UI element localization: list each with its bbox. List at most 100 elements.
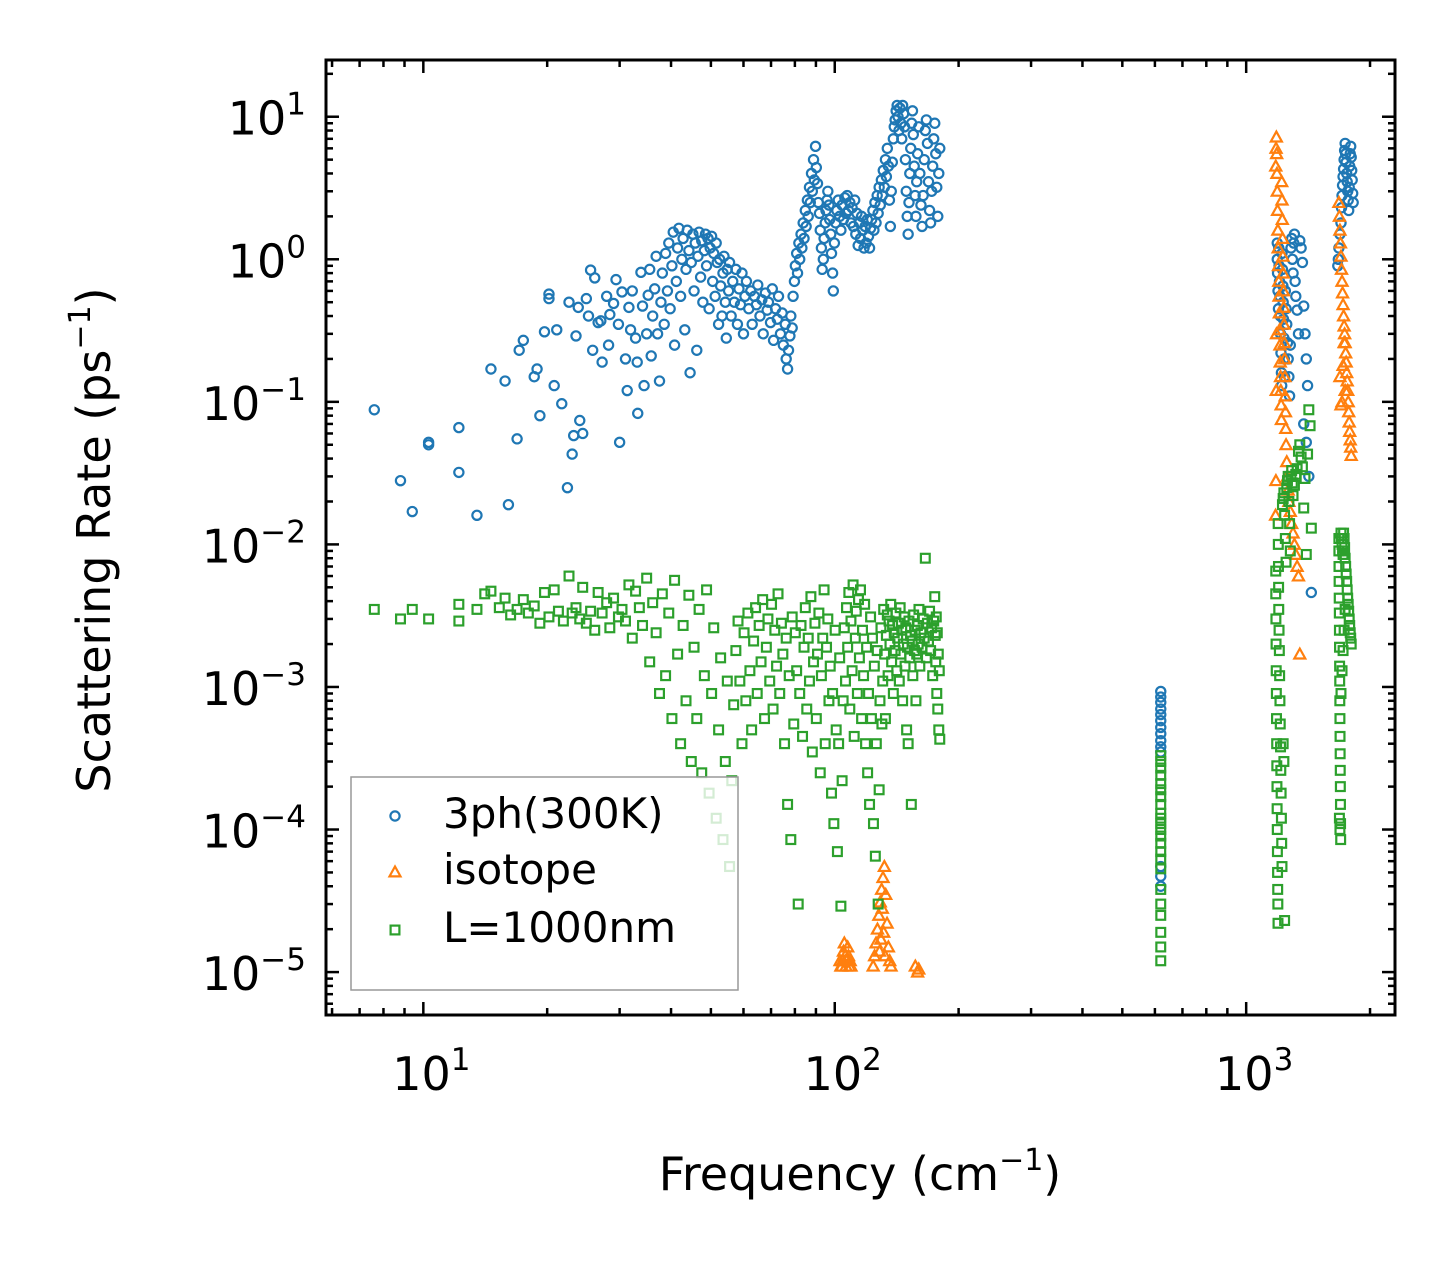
data-point: [933, 665, 945, 677]
data-point: [771, 660, 783, 672]
data-point: [368, 603, 380, 615]
data-point: [766, 598, 778, 610]
x-tick-label-base: 10: [392, 1047, 451, 1101]
data-point: [828, 818, 840, 830]
data-point: [750, 602, 762, 614]
data-point: [1345, 151, 1357, 163]
data-point: [595, 315, 607, 327]
data-point: [931, 181, 943, 193]
data-point: [910, 695, 922, 707]
data-point: [1270, 240, 1286, 254]
data-point: [1345, 632, 1357, 644]
data-point: [891, 99, 903, 112]
data-point: [548, 379, 560, 392]
data-point: [1275, 248, 1291, 262]
data-point: [1335, 285, 1350, 299]
data-point: [1279, 533, 1291, 545]
data-point: [842, 953, 858, 967]
data-point: [602, 339, 615, 351]
data-point: [570, 330, 582, 342]
data-point: [1332, 222, 1348, 236]
data-point: [714, 280, 727, 292]
data-point: [806, 185, 819, 197]
data-point: [1278, 756, 1290, 768]
data-point: [1273, 624, 1285, 636]
data-point: [629, 332, 642, 344]
y-tick-label: 10−2: [202, 514, 306, 573]
data-point: [893, 675, 905, 687]
data-point: [691, 344, 703, 356]
data-point: [812, 648, 824, 660]
legend: 3ph(300K) isotope L=1000nm: [350, 776, 739, 991]
data-point: [1338, 624, 1350, 636]
data-point: [670, 275, 683, 288]
data-point: [1296, 461, 1308, 473]
data-point: [862, 767, 874, 779]
data-point: [822, 185, 834, 197]
data-point: [831, 846, 843, 858]
data-point: [1272, 898, 1284, 910]
data-point: [619, 353, 632, 365]
legend-label: 3ph(300K): [443, 789, 663, 838]
data-point: [589, 624, 601, 636]
data-point: [930, 611, 942, 623]
data-point: [753, 619, 765, 631]
data-point: [633, 602, 645, 614]
data-point: [755, 656, 767, 668]
data-point: [887, 687, 899, 699]
data-point: [878, 886, 894, 901]
data-point: [577, 427, 589, 440]
data-point: [543, 288, 555, 300]
data-point: [1304, 420, 1316, 432]
data-point: [922, 176, 935, 188]
data-point: [1333, 575, 1345, 587]
data-point: [1346, 174, 1358, 186]
data-point: [1275, 787, 1287, 799]
data-point: [453, 421, 465, 434]
data-point: [616, 286, 628, 298]
data-point: [782, 344, 795, 356]
y-axis-label-close: ): [67, 287, 121, 305]
data-point: [901, 724, 913, 736]
data-point: [828, 237, 841, 249]
data-point: [1285, 525, 1301, 539]
data-point: [869, 196, 881, 209]
data-point: [817, 253, 830, 265]
data-point: [846, 665, 858, 677]
data-point: [1333, 235, 1348, 249]
data-point: [759, 713, 771, 725]
data-point: [881, 939, 896, 953]
data-point: [914, 660, 926, 672]
data-point: [748, 635, 760, 647]
data-point: [801, 703, 813, 715]
data-point: [698, 670, 710, 682]
data-point: [798, 232, 810, 245]
y-tick-label-exp: −5: [260, 942, 306, 978]
data-point: [688, 285, 700, 297]
data-point: [785, 834, 797, 846]
data-point: [1273, 645, 1285, 657]
data-point: [586, 344, 599, 356]
data-point: [582, 310, 595, 322]
y-tick-label-base: 10: [202, 662, 261, 716]
data-point: [1276, 283, 1291, 297]
data-point: [855, 584, 867, 596]
data-point: [1268, 382, 1284, 397]
data-point: [794, 253, 806, 265]
data-point: [592, 586, 604, 598]
data-point: [728, 296, 741, 308]
data-point: [926, 160, 939, 172]
data-point: [810, 161, 823, 174]
data-point: [1272, 883, 1284, 895]
x-axis-label-base: Frequency (cm: [659, 1147, 999, 1201]
data-point: [708, 622, 720, 634]
data-point: [647, 597, 659, 609]
y-tick-label-exp: 1: [286, 87, 306, 123]
data-point: [621, 384, 633, 397]
data-point: [669, 574, 681, 586]
data-point: [1278, 436, 1294, 451]
data-point: [775, 617, 787, 629]
data-point: [1340, 568, 1352, 580]
data-point: [1334, 261, 1349, 275]
data-point: [485, 363, 497, 375]
